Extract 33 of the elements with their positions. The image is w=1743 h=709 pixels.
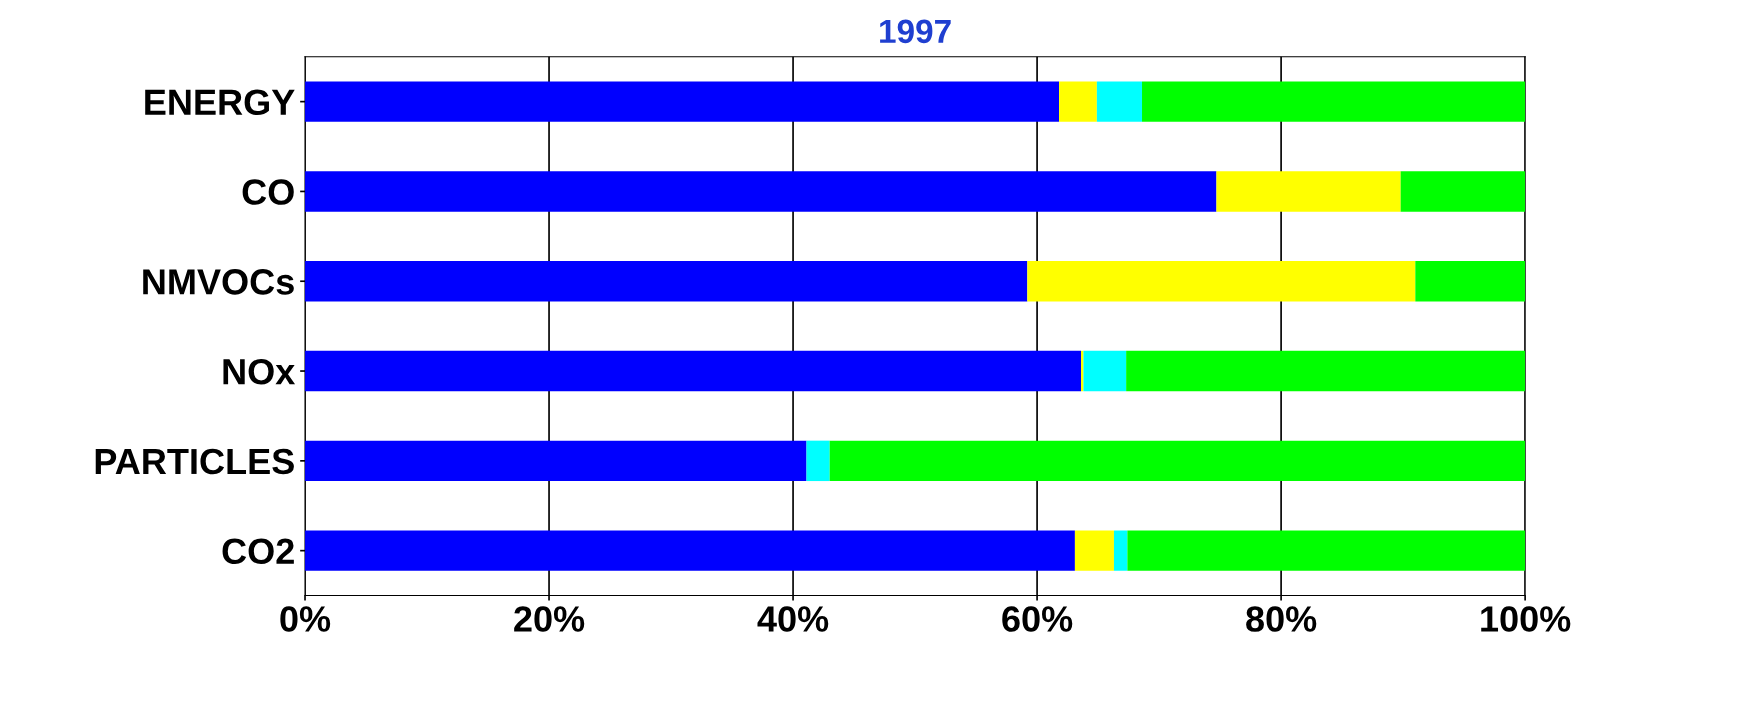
x-tick-label: 40% [757, 606, 829, 632]
bar [1113, 530, 1128, 571]
bar [305, 440, 807, 482]
bar [1059, 81, 1097, 122]
bar [1074, 530, 1114, 571]
y-tick-label: NMVOCs [143, 269, 294, 295]
bar [305, 261, 1028, 302]
bar [1126, 350, 1526, 392]
y-tick-label: CO [242, 179, 294, 205]
bar [1400, 171, 1526, 212]
x-tick-label: 0% [280, 606, 331, 632]
y-tick-label: CO2 [222, 538, 294, 565]
bar [1127, 530, 1526, 571]
x-tick-label: 60% [1002, 606, 1073, 632]
bar [305, 171, 1217, 212]
bar [1083, 350, 1127, 392]
bar [829, 440, 1526, 482]
x-tick-label: 80% [1246, 606, 1317, 632]
y-tick-label: PARTICLES [95, 448, 294, 475]
bar [305, 350, 1082, 392]
x-tick-label: 20% [514, 606, 585, 632]
bar [1216, 171, 1401, 212]
chart-title: 1997 [880, 19, 951, 44]
x-tick-label: 100% [1481, 606, 1571, 632]
bar [806, 440, 830, 482]
bar [305, 530, 1075, 571]
bar [305, 81, 1060, 122]
y-tick-label: ENERGY [145, 89, 295, 116]
bar [1096, 81, 1143, 122]
y-tick-label: NOx [223, 358, 296, 385]
bar [1415, 261, 1526, 302]
bar [1027, 261, 1416, 302]
bar [1142, 81, 1526, 122]
